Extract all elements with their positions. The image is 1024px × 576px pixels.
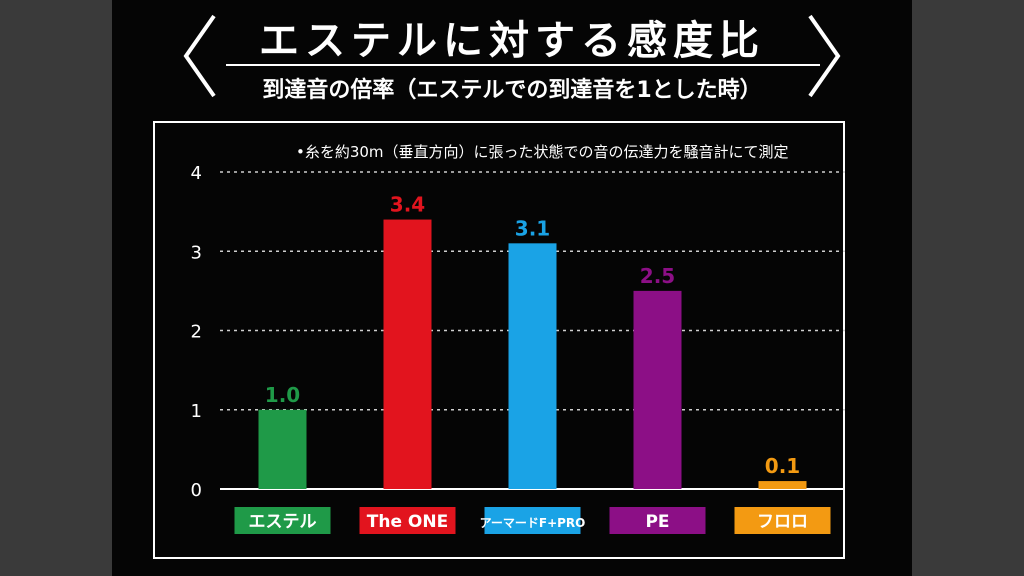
category-label-box xyxy=(734,507,831,534)
right-chevron-decoration xyxy=(808,14,841,98)
left-chevron-decoration xyxy=(183,14,216,98)
bar xyxy=(258,409,307,489)
category-label: エステル xyxy=(249,512,317,532)
data-label: 3.1 xyxy=(515,216,550,240)
data-label: 0.1 xyxy=(765,454,800,478)
category-label-box xyxy=(234,507,331,534)
bar xyxy=(633,290,682,489)
chart-subtitle: 到達音の倍率（エステルでの到達音を1とした時） xyxy=(262,78,762,103)
measurement-note: •糸を約30m（垂直方向）に張った状態での音の伝達力を騒音計にて測定 xyxy=(296,143,789,161)
chart-title: エステルに対する感度比 xyxy=(259,18,765,64)
y-tick-label: 3 xyxy=(191,242,202,263)
y-tick-label: 4 xyxy=(191,163,202,184)
y-tick-label: 1 xyxy=(191,401,202,422)
category-label: アーマードF+PRO xyxy=(480,516,586,530)
bar xyxy=(508,243,557,489)
category-label-box xyxy=(484,507,581,534)
bar xyxy=(758,481,807,489)
chart-frame xyxy=(153,121,845,559)
bar xyxy=(383,219,432,490)
category-label: PE xyxy=(645,512,669,532)
category-label: フロロ xyxy=(757,512,808,532)
title-divider xyxy=(226,64,820,66)
data-label: 2.5 xyxy=(640,264,675,288)
category-label-box xyxy=(609,507,706,534)
category-label-box xyxy=(359,507,456,534)
bar-chart-plot: 0 1 2 3 4 1.0 エステル 3.4 The ONE 3.1 アーマードF+PRO 2.5 PE… xyxy=(191,163,845,534)
category-label: The ONE xyxy=(367,512,448,532)
data-label: 3.4 xyxy=(390,193,425,217)
y-tick-label: 2 xyxy=(191,322,202,343)
data-label: 1.0 xyxy=(265,383,300,407)
y-tick-label: 0 xyxy=(191,480,202,501)
chart-canvas: エステルに対する感度比 到達音の倍率（エステルでの到達音を1とした時） •糸を約… xyxy=(112,0,912,576)
